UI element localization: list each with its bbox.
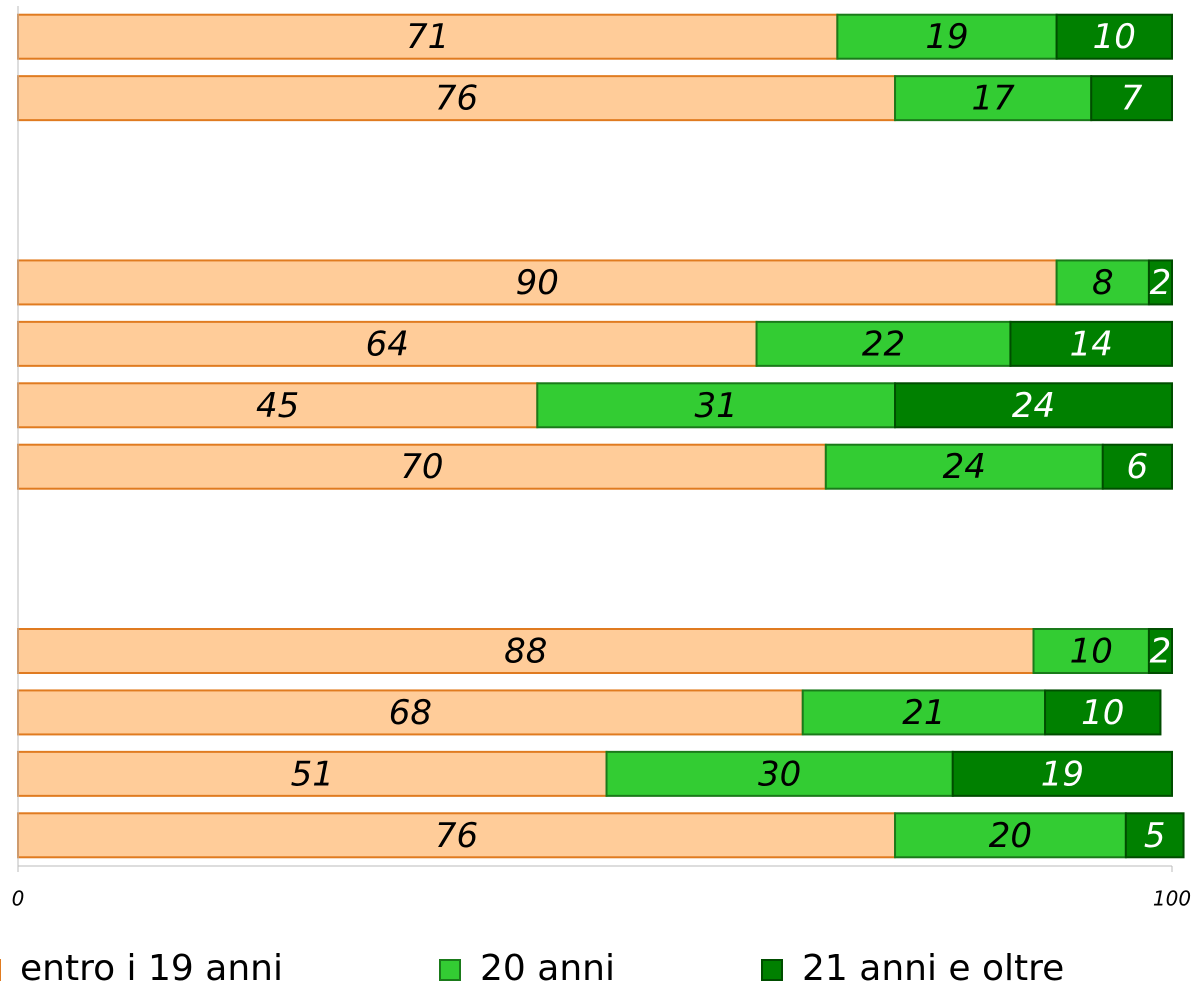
bar-segment bbox=[17, 259, 1058, 306]
value-label: 64 bbox=[366, 324, 409, 364]
legend-label: 21 anni e oltre bbox=[802, 948, 1064, 983]
bar-segment bbox=[1101, 443, 1174, 490]
bar-segment bbox=[1055, 259, 1150, 306]
bar-segment bbox=[1032, 628, 1150, 674]
bar-segment bbox=[605, 750, 954, 797]
bar-segment bbox=[1147, 628, 1174, 674]
value-label: 76 bbox=[435, 79, 478, 119]
value-label: 2 bbox=[1150, 263, 1172, 303]
value-label: 51 bbox=[291, 754, 334, 794]
value-label: 8 bbox=[1092, 263, 1114, 303]
value-label: 10 bbox=[1070, 632, 1113, 672]
bar-segment bbox=[17, 628, 1035, 674]
bar-segment bbox=[536, 382, 897, 429]
value-label: 68 bbox=[389, 693, 432, 733]
bar-segment bbox=[1090, 75, 1173, 122]
value-label: 2 bbox=[1150, 632, 1172, 672]
value-label: 19 bbox=[925, 17, 968, 57]
bar-segment bbox=[755, 320, 1012, 367]
bar-segment bbox=[1044, 689, 1162, 736]
legend-label: entro i 19 anni bbox=[20, 948, 283, 983]
bar-segment bbox=[17, 812, 897, 859]
value-label: 6 bbox=[1127, 447, 1149, 487]
value-label: 90 bbox=[516, 263, 559, 303]
legend-label: 20 anni bbox=[480, 948, 615, 983]
value-label: 71 bbox=[406, 17, 449, 57]
bar-segment bbox=[836, 13, 1058, 60]
value-label: 45 bbox=[256, 386, 299, 426]
value-label: 22 bbox=[862, 324, 905, 364]
value-label: 76 bbox=[435, 816, 478, 856]
bar-segment bbox=[1009, 320, 1173, 367]
x-tick-label: 100 bbox=[1153, 887, 1191, 911]
bar-segment bbox=[894, 382, 1173, 429]
bar-segment bbox=[1124, 812, 1185, 859]
bar-segment bbox=[17, 13, 839, 60]
x-tick-label: 0 bbox=[12, 887, 25, 911]
value-label: 7 bbox=[1121, 79, 1143, 119]
value-label: 20 bbox=[989, 816, 1032, 856]
value-label: 19 bbox=[1041, 754, 1084, 794]
bar-segment bbox=[17, 443, 827, 490]
value-label: 10 bbox=[1093, 17, 1136, 57]
value-label: 70 bbox=[400, 447, 443, 487]
bar-segment bbox=[1147, 259, 1174, 306]
bar-segment bbox=[1055, 13, 1173, 60]
value-label: 10 bbox=[1081, 693, 1124, 733]
bar-segment bbox=[951, 750, 1173, 797]
bar-segment bbox=[894, 75, 1093, 122]
value-label: 88 bbox=[504, 632, 547, 672]
value-label: 21 bbox=[902, 693, 945, 733]
bar-segment bbox=[894, 812, 1127, 859]
value-label: 24 bbox=[1012, 386, 1055, 426]
value-label: 30 bbox=[758, 754, 801, 794]
value-label: 5 bbox=[1144, 816, 1166, 856]
value-label: 14 bbox=[1070, 324, 1113, 364]
bar-segment bbox=[824, 443, 1104, 490]
value-label: 31 bbox=[695, 386, 738, 426]
bar-segment bbox=[17, 382, 539, 429]
legend-swatch bbox=[439, 959, 461, 981]
value-label: 17 bbox=[971, 79, 1015, 119]
value-label: 24 bbox=[943, 447, 986, 487]
legend-swatch bbox=[761, 959, 783, 981]
